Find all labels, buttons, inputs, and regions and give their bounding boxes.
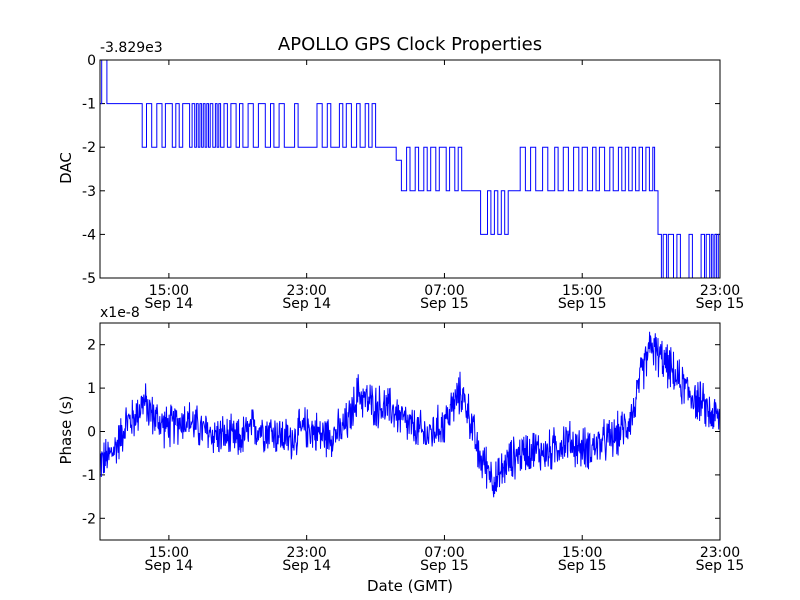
phase-x-tick-date: Sep 15 <box>420 558 469 574</box>
dac-y-tick-label: -3 <box>82 184 96 200</box>
dac-x-tick-time: 15:00 <box>149 283 189 299</box>
phase-x-tick-date: Sep 14 <box>145 558 194 574</box>
dac-x-tick-time: 07:00 <box>424 283 464 299</box>
phase-offset-text: x1e-8 <box>100 305 140 321</box>
phase-y-tick-label: 0 <box>87 425 96 441</box>
phase-series-line <box>99 331 721 498</box>
dac-series-line <box>100 59 720 279</box>
dac-y-tick-label: 0 <box>87 53 96 69</box>
dac-x-tick-time: 15:00 <box>562 283 602 299</box>
phase-y-tick-label: 2 <box>87 338 96 354</box>
dac-x-tick-date: Sep 15 <box>696 296 745 312</box>
phase-x-tick-time: 15:00 <box>149 545 189 561</box>
dac-y-tick-label: -4 <box>82 227 96 243</box>
phase-x-tick-time: 23:00 <box>286 545 326 561</box>
dac-x-tick-date: Sep 15 <box>420 296 469 312</box>
phase-x-tick-time: 07:00 <box>424 545 464 561</box>
phase-x-tick-date: Sep 14 <box>282 558 331 574</box>
phase-y-tick-label: -1 <box>82 468 96 484</box>
dac-y-tick-label: -5 <box>82 271 96 287</box>
phase-axes-frame <box>99 322 721 541</box>
figure-title: APOLLO GPS Clock Properties <box>278 34 542 55</box>
phase-y-axis-label: Phase (s) <box>57 395 75 464</box>
dac-x-tick-date: Sep 14 <box>145 296 194 312</box>
dac-x-tick-time: 23:00 <box>286 283 326 299</box>
dac-offset-text: -3.829e3 <box>100 40 163 56</box>
phase-y-tick-label: 1 <box>87 381 96 397</box>
dac-y-tick-label: -1 <box>82 97 96 113</box>
dac-axes-frame <box>99 59 721 279</box>
dac-y-axis-label: DAC <box>57 152 75 184</box>
phase-x-tick-time: 23:00 <box>700 545 740 561</box>
phase-y-tick-label: -2 <box>82 511 96 527</box>
dac-y-tick-label: -2 <box>82 140 96 156</box>
dac-x-tick-date: Sep 14 <box>282 296 331 312</box>
phase-x-tick-date: Sep 15 <box>558 558 607 574</box>
phase-x-tick-time: 15:00 <box>562 545 602 561</box>
phase-x-tick-date: Sep 15 <box>696 558 745 574</box>
x-axis-label: Date (GMT) <box>367 577 453 595</box>
dac-x-tick-time: 23:00 <box>700 283 740 299</box>
dac-x-tick-date: Sep 15 <box>558 296 607 312</box>
